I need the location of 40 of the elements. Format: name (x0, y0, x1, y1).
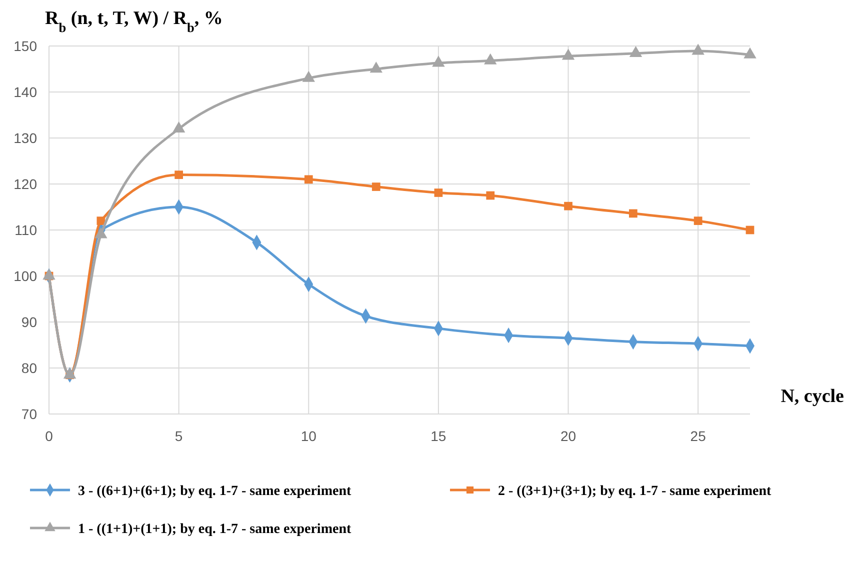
legend-label: 3 - ((6+1)+(6+1); by eq. 1-7 - same experiment (78, 484, 352, 499)
x-tick-label: 15 (430, 428, 446, 444)
point (564, 202, 572, 210)
x-tick-label: 25 (690, 428, 706, 444)
point (172, 121, 186, 132)
x-tick-label: 0 (45, 428, 54, 444)
point (562, 48, 575, 60)
point (302, 70, 315, 82)
y-tick-label: 100 (14, 268, 38, 284)
point (434, 188, 443, 197)
point (746, 226, 754, 234)
point (96, 216, 106, 225)
y-axis-title: R$_{b}$ (n, t, T, W) / R$_{b}$, % (45, 8, 223, 34)
point (692, 44, 704, 55)
y-tick-label: 80 (21, 360, 38, 376)
point (174, 170, 183, 179)
x-axis-title: N, cycle (780, 386, 844, 407)
point (370, 62, 382, 73)
point (694, 216, 702, 225)
y-tick-label: 150 (14, 38, 38, 54)
y-tick-label: 120 (14, 176, 38, 192)
point (432, 56, 445, 67)
x-tick-label: 10 (300, 428, 317, 444)
legend-label: 1 - ((1+1)+(1+1); by eq. 1-7 - same experiment (78, 522, 352, 537)
y-tick-label: 140 (14, 84, 38, 100)
y-tick-label: 70 (21, 406, 38, 422)
x-tick-label: 5 (174, 428, 183, 444)
x-tick-label: 20 (560, 428, 576, 444)
point (486, 191, 495, 200)
y-tick-label: 130 (14, 130, 38, 146)
y-tick-label: 110 (14, 222, 38, 238)
point (94, 227, 108, 238)
point (304, 175, 313, 184)
point (744, 47, 756, 58)
y-tick-label: 90 (21, 314, 38, 330)
point (372, 182, 380, 191)
legend-label: 2 - ((3+1)+(3+1); by eq. 1-7 - same experiment (498, 484, 772, 499)
point (484, 53, 497, 64)
point (628, 209, 638, 218)
point (629, 46, 642, 58)
